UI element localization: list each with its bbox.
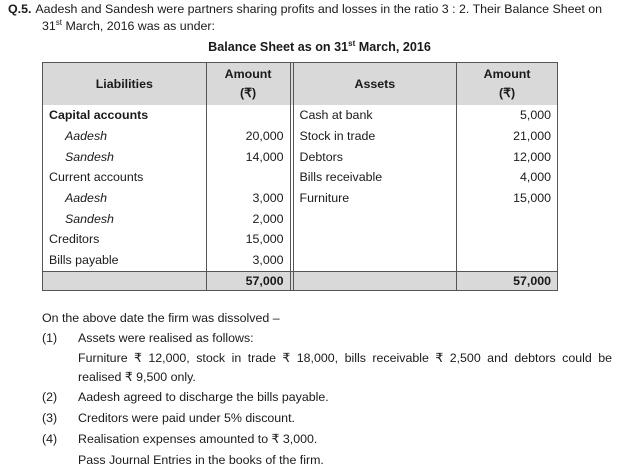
- header-amount-assets: Amount (₹): [456, 62, 558, 105]
- item1-detail: Furniture ₹ 12,000, stock in trade ₹ 18,…: [78, 351, 612, 384]
- asset-amount: 4,000: [456, 167, 558, 188]
- bs-title-pre: Balance Sheet as on 31: [208, 40, 349, 54]
- liability-amount: 14,000: [205, 146, 291, 168]
- table-row: Capital accounts Cash at bank 5,000: [42, 105, 558, 126]
- asset-amount: [456, 229, 558, 250]
- question-text-line2: March, 2016 was as under:: [62, 19, 215, 33]
- question-date-day: 31: [42, 19, 56, 33]
- question-line-1: Q.5. Aadesh and Sandesh were partners sha…: [8, 2, 634, 18]
- liability-amount: 3,000: [205, 187, 291, 209]
- table-row: Sandesh 2,000: [42, 208, 558, 230]
- total-liabilities: 57,000: [205, 270, 291, 291]
- table-row: Bills payable 3,000: [42, 249, 558, 271]
- liability-amount: 3,000: [205, 249, 291, 271]
- total-assets: 57,000: [456, 270, 558, 291]
- liability-name: Sandesh: [42, 146, 207, 168]
- bs-title-sup: st: [348, 38, 356, 48]
- list-item: (3) Creditors were paid under 5% discount…: [42, 411, 295, 425]
- list-item: (4) Realisation expenses amounted to ₹ 3,…: [42, 432, 318, 446]
- table-row: Sandesh 14,000 Debtors 12,000: [42, 146, 558, 168]
- table-row: Aadesh 3,000 Furniture 15,000: [42, 187, 558, 209]
- liability-amount: 15,000: [205, 229, 291, 250]
- header-amount-liabilities: Amount (₹): [205, 62, 291, 105]
- liability-amount: [205, 105, 291, 126]
- question-text-line1: Aadesh and Sandesh were partners sharing…: [35, 2, 603, 16]
- table-row: Current accounts Bills receivable 4,000: [42, 167, 558, 188]
- table-row: Aadesh 20,000 Stock in trade 21,000: [42, 125, 558, 147]
- list-item: (1) Assets were realised as follows:: [42, 331, 254, 345]
- asset-name: [292, 229, 458, 250]
- asset-name: [292, 249, 458, 271]
- liability-name: Creditors: [42, 229, 207, 250]
- narrative-intro: On the above date the firm was dissolved…: [42, 311, 280, 325]
- question-line-2: 31st March, 2016 was as under:: [42, 17, 215, 34]
- liability-name: Current accounts: [42, 167, 207, 188]
- asset-name: Debtors: [292, 146, 458, 168]
- asset-amount: 5,000: [456, 105, 558, 126]
- balance-sheet-title: Balance Sheet as on 31st March, 2016: [0, 38, 639, 54]
- table-total-row: 57,000 57,000: [42, 270, 558, 291]
- liability-name: Aadesh: [42, 125, 207, 147]
- asset-amount: 12,000: [456, 146, 558, 168]
- header-liabilities: Liabilities: [42, 62, 207, 105]
- question-number: Q.5.: [8, 2, 32, 16]
- asset-name: Cash at bank: [292, 105, 458, 126]
- asset-amount: [456, 249, 558, 271]
- balance-sheet-table: Liabilities Amount (₹) Assets Amount (₹) C…: [42, 62, 558, 291]
- liability-amount: 2,000: [205, 208, 291, 230]
- asset-amount: 21,000: [456, 125, 558, 147]
- liability-name: Sandesh: [42, 208, 207, 230]
- closing-instruction: Pass Journal Entries in the books of the…: [78, 453, 324, 467]
- header-assets: Assets: [292, 62, 458, 105]
- liability-name: Capital accounts: [42, 105, 207, 126]
- asset-name: Bills receivable: [292, 167, 458, 188]
- asset-amount: 15,000: [456, 187, 558, 209]
- asset-name: [292, 208, 458, 230]
- liability-name: Bills payable: [42, 249, 207, 271]
- asset-name: Furniture: [292, 187, 458, 209]
- table-header-row: Liabilities Amount (₹) Assets Amount (₹): [42, 62, 558, 105]
- list-item: (2) Aadesh agreed to discharge the bills …: [42, 390, 329, 404]
- question-date-sup: st: [55, 17, 63, 27]
- liability-amount: [205, 167, 291, 188]
- liability-amount: 20,000: [205, 125, 291, 147]
- liability-name: Aadesh: [42, 187, 207, 209]
- table-row: Creditors 15,000: [42, 229, 558, 250]
- asset-name: Stock in trade: [292, 125, 458, 147]
- bs-title-post: March, 2016: [355, 40, 431, 54]
- asset-amount: [456, 208, 558, 230]
